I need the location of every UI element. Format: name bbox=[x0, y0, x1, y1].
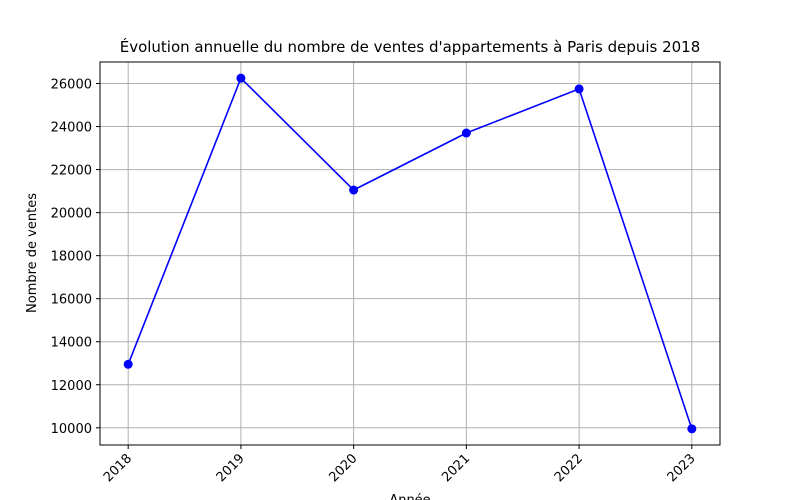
y-tick-label: 18000 bbox=[51, 250, 92, 265]
x-tick-label: 2019 bbox=[214, 451, 248, 485]
y-tick-label: 26000 bbox=[51, 78, 92, 93]
line bbox=[127, 76, 693, 430]
marker bbox=[236, 73, 246, 83]
x-tick-label: 2020 bbox=[326, 451, 360, 485]
x-axis-label: Année bbox=[389, 493, 430, 500]
x-tick-label: 2021 bbox=[439, 451, 473, 485]
y-tick-label: 20000 bbox=[51, 207, 92, 222]
y-tick-label: 22000 bbox=[51, 164, 92, 179]
y-tick-label: 12000 bbox=[51, 379, 92, 394]
marker bbox=[687, 424, 697, 434]
chart-title: Évolution annuelle du nombre de ventes d… bbox=[120, 37, 701, 56]
marker bbox=[349, 185, 359, 195]
y-axis-label: Nombre de ventes bbox=[25, 193, 40, 313]
marker bbox=[461, 128, 471, 138]
x-tick-label: 2023 bbox=[665, 451, 699, 485]
marker bbox=[574, 84, 584, 94]
y-tick-label: 16000 bbox=[51, 293, 92, 308]
marker bbox=[123, 359, 133, 369]
y-tick-label: 24000 bbox=[51, 121, 92, 136]
y-tick-label: 10000 bbox=[51, 422, 92, 437]
y-tick-label: 14000 bbox=[51, 336, 92, 351]
plot-frame bbox=[99, 61, 721, 446]
x-tick-label: 2018 bbox=[101, 451, 135, 485]
x-tick-label: 2022 bbox=[552, 451, 586, 485]
